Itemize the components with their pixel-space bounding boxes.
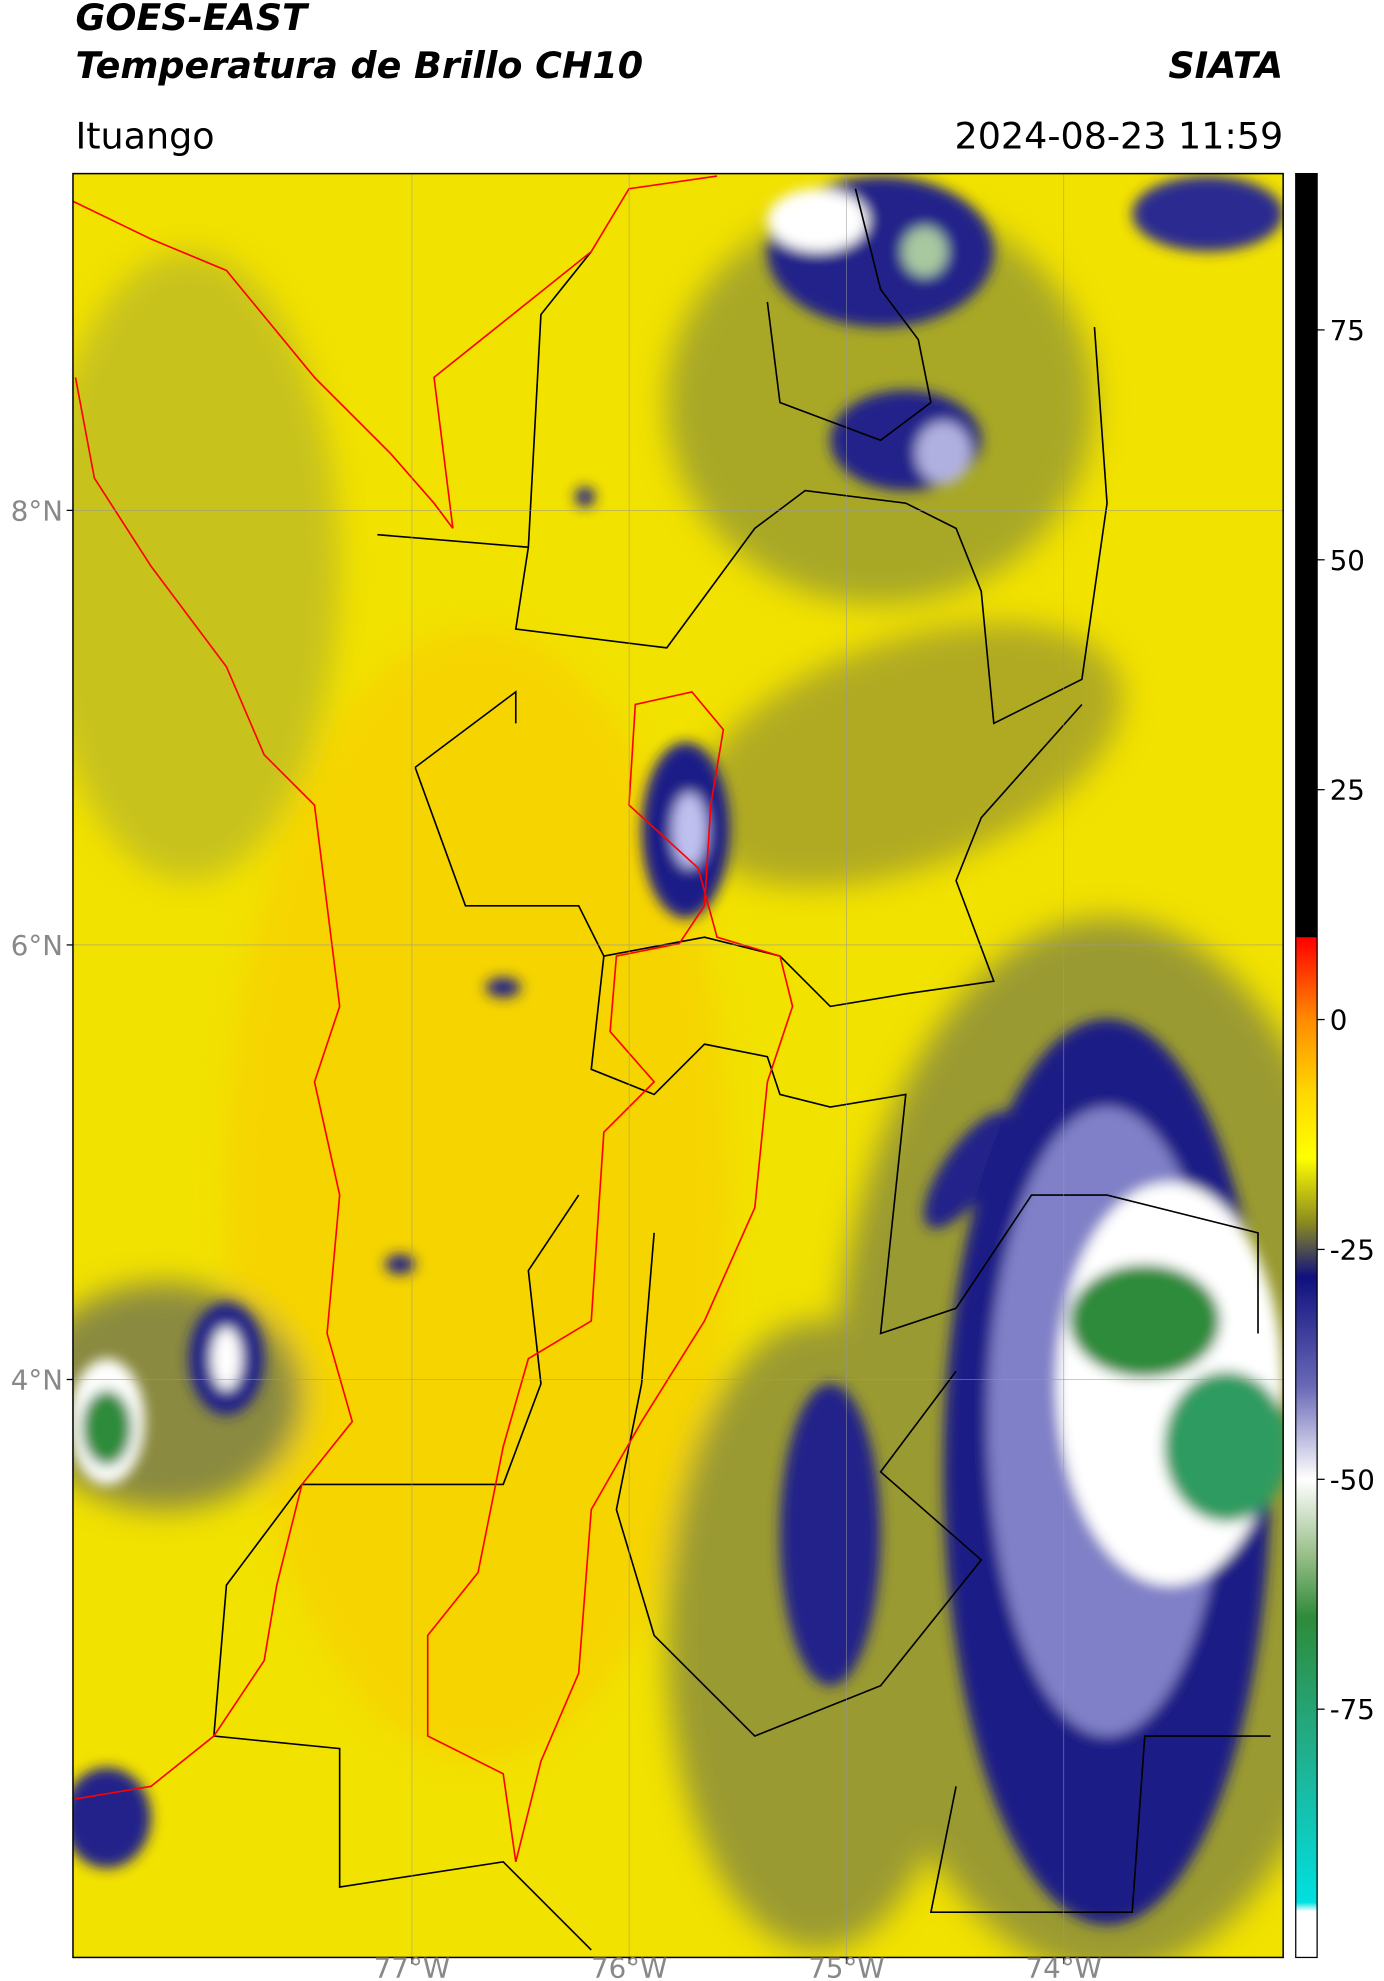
lon-tick-label: 74°W: [1026, 1952, 1102, 1981]
map-frame: [72, 172, 1284, 1959]
location: Ituango: [75, 114, 214, 157]
lat-tick-label: 8°N: [11, 494, 63, 527]
colorbar: [1295, 172, 1318, 1959]
subtitle: Temperatura de Brillo CH10: [75, 44, 643, 87]
lon-tick-label: 76°W: [591, 1952, 667, 1981]
colorbar-tick-label: 25: [1330, 774, 1365, 807]
colorbar-tick-label: -25: [1330, 1233, 1375, 1266]
colorbar-tick-label: -75: [1330, 1693, 1375, 1726]
lat-tick-label: 6°N: [11, 929, 63, 962]
title: GOES-EAST: [75, 0, 310, 39]
graticule: [72, 173, 1284, 1958]
colorbar-tick-label: 75: [1330, 314, 1365, 347]
colorbar-tick-label: 50: [1330, 544, 1365, 577]
source: SIATA: [1168, 44, 1283, 87]
colorbar-tick-label: 0: [1330, 1004, 1348, 1037]
colorbar-tick-label: -50: [1330, 1463, 1375, 1496]
datetime: 2024-08-23 11:59: [955, 114, 1284, 157]
satellite-image: [72, 173, 1284, 1958]
lon-tick-label: 75°W: [808, 1952, 884, 1981]
lat-tick-label: 4°N: [11, 1364, 63, 1397]
lon-tick-label: 77°W: [374, 1952, 450, 1981]
